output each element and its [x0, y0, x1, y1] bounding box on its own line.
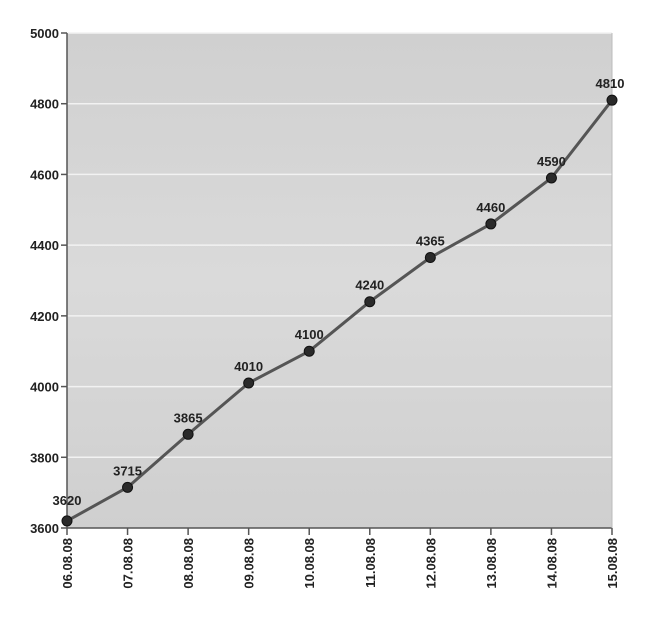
- x-tick-label: 10.08.08: [302, 538, 317, 589]
- gridlines: [67, 32, 612, 459]
- y-tick-label: 5000: [30, 26, 59, 41]
- y-tick-label: 4600: [30, 167, 59, 182]
- y-tick-label: 3800: [30, 450, 59, 465]
- y-tick-label: 4800: [30, 97, 59, 112]
- data-label: 4240: [355, 278, 384, 293]
- x-tick-label: 07.08.08: [121, 538, 136, 589]
- data-point: [364, 296, 376, 308]
- data-point: [606, 94, 618, 106]
- y-tick-label: 4000: [30, 380, 59, 395]
- series-line: [66, 99, 614, 523]
- plot-area: [67, 33, 612, 528]
- data-labels: 3620 3715 3865 4010 4100 4240 4365 4460 4590 4810: [53, 76, 625, 508]
- data-label: 3715: [113, 463, 142, 478]
- y-axis-ticks: 3600 3800 4000 4200 4400 4600 4800 5000: [30, 26, 67, 536]
- data-point: [545, 172, 557, 184]
- data-points: [61, 94, 618, 527]
- data-label: 3865: [174, 410, 203, 425]
- data-point: [61, 515, 73, 527]
- x-axis-ticks: 06.08.08 07.08.08 08.08.08 09.08.08 10.08.08…: [60, 528, 620, 589]
- x-tick-label: 06.08.08: [60, 538, 75, 589]
- y-tick-label: 4400: [30, 238, 59, 253]
- data-label: 4590: [537, 154, 566, 169]
- x-tick-label: 09.08.08: [242, 538, 257, 589]
- data-label: 4100: [295, 327, 324, 342]
- data-point: [424, 252, 436, 264]
- data-label: 4010: [234, 359, 263, 374]
- data-point: [122, 481, 134, 493]
- x-tick-label: 13.08.08: [484, 538, 499, 589]
- x-tick-label: 14.08.08: [544, 538, 559, 589]
- data-label: 4365: [416, 234, 445, 249]
- data-label: 4460: [476, 200, 505, 215]
- axes: [66, 33, 613, 529]
- x-tick-label: 08.08.08: [181, 538, 196, 589]
- data-point: [182, 428, 194, 440]
- data-point: [303, 345, 315, 357]
- data-label: 4810: [596, 76, 625, 91]
- data-point: [243, 377, 255, 389]
- y-tick-label: 4200: [30, 309, 59, 324]
- y-tick-label: 3600: [30, 521, 59, 536]
- data-point: [485, 218, 497, 230]
- x-tick-label: 12.08.08: [423, 538, 438, 589]
- data-label: 3620: [53, 493, 82, 508]
- x-tick-label: 15.08.08: [605, 538, 620, 589]
- x-tick-label: 11.08.08: [363, 538, 378, 588]
